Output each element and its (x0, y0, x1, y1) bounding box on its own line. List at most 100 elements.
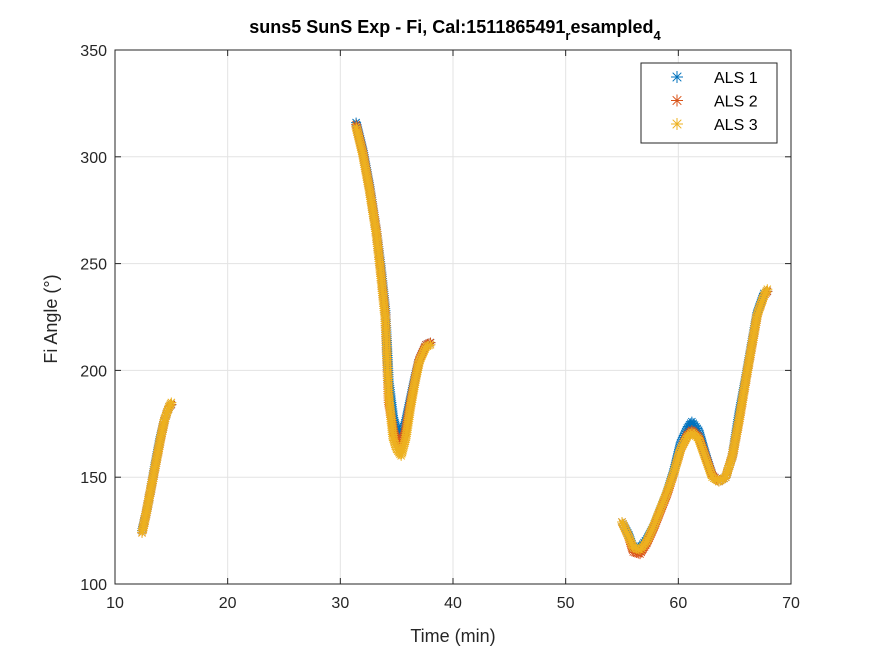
data-point (663, 483, 674, 494)
data-point (696, 441, 707, 452)
data-point (396, 429, 407, 440)
data-point (680, 435, 691, 446)
data-point (726, 452, 737, 463)
data-point (703, 460, 714, 471)
data-point (755, 300, 766, 311)
data-point (648, 521, 659, 532)
data-point (162, 407, 173, 418)
data-point (656, 500, 667, 511)
data-point (674, 448, 685, 459)
data-point (724, 458, 735, 469)
data-point (667, 471, 678, 482)
data-point (723, 464, 734, 475)
data-point (396, 438, 407, 449)
data-point (389, 439, 400, 450)
data-point (754, 304, 765, 315)
data-point (673, 450, 684, 461)
data-point (664, 479, 675, 490)
data-point (724, 460, 735, 471)
data-point (668, 467, 679, 478)
data-point (696, 443, 707, 454)
data-point (400, 435, 411, 446)
data-point (662, 487, 673, 498)
legend-label: ALS 1 (714, 70, 758, 87)
data-point (672, 456, 683, 467)
data-point (162, 405, 173, 416)
x-tick-label: 50 (557, 595, 575, 612)
data-point (160, 410, 171, 421)
data-point (720, 472, 731, 483)
data-point (617, 517, 627, 528)
data-point (415, 354, 426, 365)
data-point (641, 536, 652, 547)
data-point (661, 489, 672, 500)
y-axis-label: Fi Angle (°) (41, 274, 61, 363)
data-point (622, 530, 633, 541)
data-point (354, 136, 365, 147)
data-point (679, 437, 690, 448)
data-point (756, 296, 767, 307)
data-point (757, 294, 768, 305)
data-point (646, 526, 657, 537)
data-point (660, 490, 671, 501)
data-point (669, 464, 680, 475)
data-point (659, 494, 670, 505)
data-point (758, 292, 769, 303)
legend-label: ALS 2 (714, 94, 758, 111)
data-point (665, 477, 676, 488)
data-layer (137, 117, 773, 560)
data-point (698, 447, 709, 458)
data-point (694, 435, 705, 446)
data-point (681, 424, 692, 435)
legend-label: ALS 3 (714, 117, 758, 134)
data-point (701, 456, 712, 467)
title-subscript-4: 4 (654, 28, 662, 43)
data-point (697, 445, 708, 456)
data-point (391, 442, 402, 453)
data-point (389, 437, 400, 448)
data-point (671, 458, 682, 469)
data-point (654, 506, 665, 517)
data-point (351, 124, 362, 135)
data-point (752, 309, 763, 320)
data-point (633, 544, 644, 555)
data-point (671, 460, 682, 471)
data-point (652, 511, 663, 522)
data-point (417, 349, 428, 360)
data-point (396, 448, 407, 459)
data-point (353, 130, 364, 141)
x-tick-label: 30 (331, 595, 349, 612)
data-point (416, 351, 427, 362)
data-point (725, 456, 736, 467)
title-main: suns5 SunS Exp - Fi, Cal:1511865491 (249, 17, 565, 37)
legend-entry-2: ALS 2 (671, 94, 758, 111)
data-point (356, 143, 367, 154)
data-point (657, 498, 668, 509)
data-point (160, 412, 171, 423)
legend-marker (671, 118, 683, 130)
data-point (694, 437, 705, 448)
data-point (644, 530, 655, 541)
data-point (650, 517, 661, 528)
data-point (397, 447, 408, 458)
data-point (656, 502, 667, 513)
data-point (353, 132, 364, 143)
data-point (422, 341, 433, 352)
x-axis-label: Time (min) (410, 626, 495, 646)
data-point (620, 524, 631, 535)
data-point (666, 473, 677, 484)
data-point (643, 532, 654, 543)
data-point (677, 440, 688, 451)
data-point (420, 341, 431, 352)
data-point (753, 306, 764, 317)
data-point (626, 537, 637, 548)
data-point (762, 284, 773, 295)
data-point (398, 430, 409, 441)
data-point (425, 339, 436, 350)
data-point (693, 433, 704, 444)
data-point (418, 347, 429, 358)
data-point (624, 533, 635, 544)
data-point (653, 509, 664, 520)
data-point (389, 430, 400, 441)
